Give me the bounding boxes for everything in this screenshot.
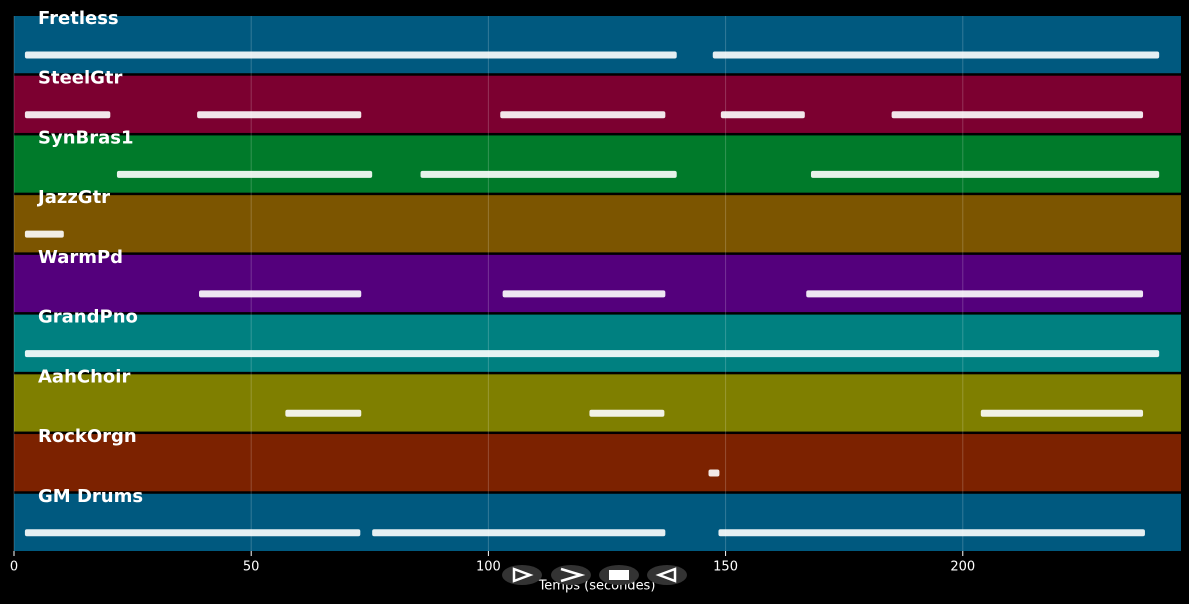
note-region xyxy=(708,469,720,477)
note-region xyxy=(197,111,362,119)
note-region xyxy=(199,290,362,298)
note-region xyxy=(24,350,1160,358)
note-region xyxy=(891,111,1144,119)
track-label: GrandPno xyxy=(38,307,138,328)
play-button[interactable] xyxy=(502,565,542,585)
note-region xyxy=(718,529,1145,537)
track-row xyxy=(14,135,1181,193)
track-row xyxy=(14,493,1181,551)
note-region xyxy=(420,170,677,178)
track-label: WarmPd xyxy=(38,247,123,268)
track-row xyxy=(14,254,1181,313)
track-label: SynBras1 xyxy=(38,127,134,148)
track-label: GM Drums xyxy=(38,486,143,507)
transport-controls xyxy=(502,565,687,585)
note-region xyxy=(810,170,1160,178)
track-label: SteelGtr xyxy=(38,68,123,89)
track-label: JazzGtr xyxy=(36,187,110,208)
x-tick-label: 100 xyxy=(476,560,501,575)
back-button[interactable] xyxy=(647,565,687,585)
note-region xyxy=(806,290,1144,298)
track-row xyxy=(14,16,1181,74)
track-label: Fretless xyxy=(38,8,119,29)
note-region xyxy=(502,290,666,298)
note-region xyxy=(24,111,111,119)
note-region xyxy=(24,230,64,238)
x-tick-label: 0 xyxy=(10,560,18,575)
x-tick-label: 150 xyxy=(713,560,738,575)
note-region xyxy=(500,111,666,119)
note-region xyxy=(720,111,805,119)
note-region xyxy=(285,409,362,417)
note-region xyxy=(24,51,677,59)
note-region xyxy=(372,529,666,537)
track-row xyxy=(14,195,1181,253)
stop-button[interactable] xyxy=(599,565,639,585)
x-tick-label: 50 xyxy=(243,560,260,575)
note-region xyxy=(24,529,361,537)
x-tick-label: 200 xyxy=(950,560,975,575)
track-row xyxy=(14,434,1181,492)
track-label: RockOrgn xyxy=(38,426,137,447)
note-region xyxy=(589,409,665,417)
note-region xyxy=(712,51,1160,59)
track-label: AahChoir xyxy=(38,366,130,387)
track-row xyxy=(14,314,1181,372)
forward-button[interactable] xyxy=(551,565,591,585)
track-row xyxy=(14,75,1181,133)
note-region xyxy=(116,170,373,178)
track-row xyxy=(14,374,1181,432)
note-region xyxy=(980,409,1144,417)
